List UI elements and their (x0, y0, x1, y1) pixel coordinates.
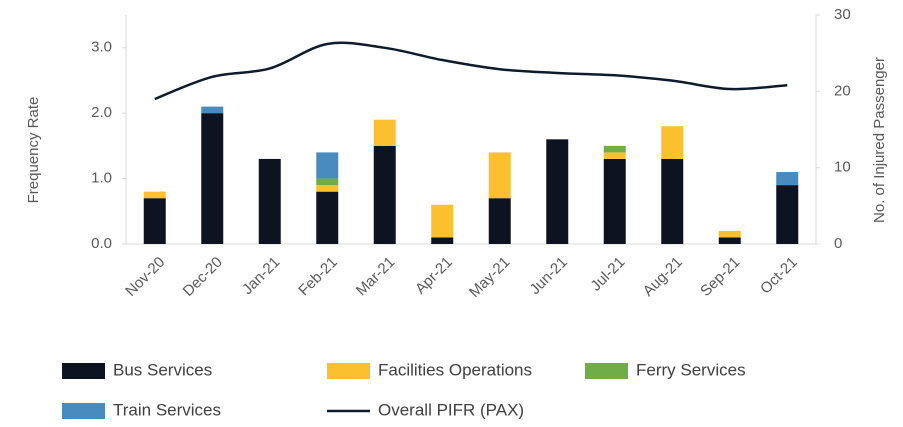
bar (603, 152, 626, 159)
bar (258, 158, 281, 244)
x-tick-label: Nov-20 (122, 254, 168, 300)
bar (718, 237, 741, 244)
legend-label: Facilities Operations (378, 360, 532, 379)
x-tick-label: May-21 (466, 254, 513, 301)
legend-swatch (62, 403, 105, 419)
bar (488, 152, 511, 199)
bar (603, 158, 626, 244)
x-tick-label: Sep-21 (697, 254, 743, 300)
x-tick-label: Aug-21 (640, 254, 686, 300)
x-tick-label: Oct-21 (757, 254, 801, 298)
y2-tick-label: 10 (834, 159, 851, 176)
y-axis-label: Frequency Rate (25, 97, 42, 204)
x-tick-label: Jul-21 (587, 254, 628, 295)
x-tick-label: Dec-20 (180, 254, 226, 300)
bar (316, 178, 339, 186)
legend-label: Train Services (113, 400, 221, 419)
legend-label: Ferry Services (636, 360, 746, 379)
y-tick-label: 2.0 (91, 104, 112, 121)
bar (316, 152, 339, 179)
x-tick-label: Apr-21 (412, 254, 456, 298)
line (154, 41, 788, 101)
bar (431, 204, 454, 238)
y-tick-label: 3.0 (91, 39, 112, 56)
bar (316, 191, 339, 244)
y-tick-label: 0.0 (91, 235, 112, 252)
x-tick-label: Feb-21 (295, 254, 341, 300)
bar (776, 185, 799, 244)
x-tick-label: Mar-21 (353, 254, 399, 300)
bar (488, 198, 511, 244)
legend-label: Overall PIFR (PAX) (378, 400, 524, 419)
bar (316, 185, 339, 192)
y2-tick-label: 30 (834, 6, 851, 23)
legend-label: Bus Services (113, 360, 212, 379)
legend-swatch (62, 363, 105, 379)
bar (661, 158, 684, 244)
y2-tick-label: 20 (834, 82, 851, 99)
bar (143, 191, 166, 199)
y2-tick-label: 0 (834, 235, 842, 252)
x-tick-label: Jun-21 (526, 254, 570, 298)
bar (776, 172, 799, 186)
bar (718, 230, 741, 238)
legend-swatch (585, 363, 628, 379)
bar (661, 126, 684, 159)
y2-axis-label: No. of Injured Passenger (871, 57, 888, 223)
bar (143, 198, 166, 244)
bar (201, 106, 224, 114)
bar (603, 145, 626, 153)
bar (373, 145, 396, 244)
legend-swatch (327, 363, 370, 379)
y-tick-label: 1.0 (91, 170, 112, 187)
bar (546, 139, 569, 244)
bar (431, 237, 454, 244)
bar (201, 113, 224, 245)
x-tick-label: Jan-21 (239, 254, 283, 298)
bar (373, 119, 396, 146)
